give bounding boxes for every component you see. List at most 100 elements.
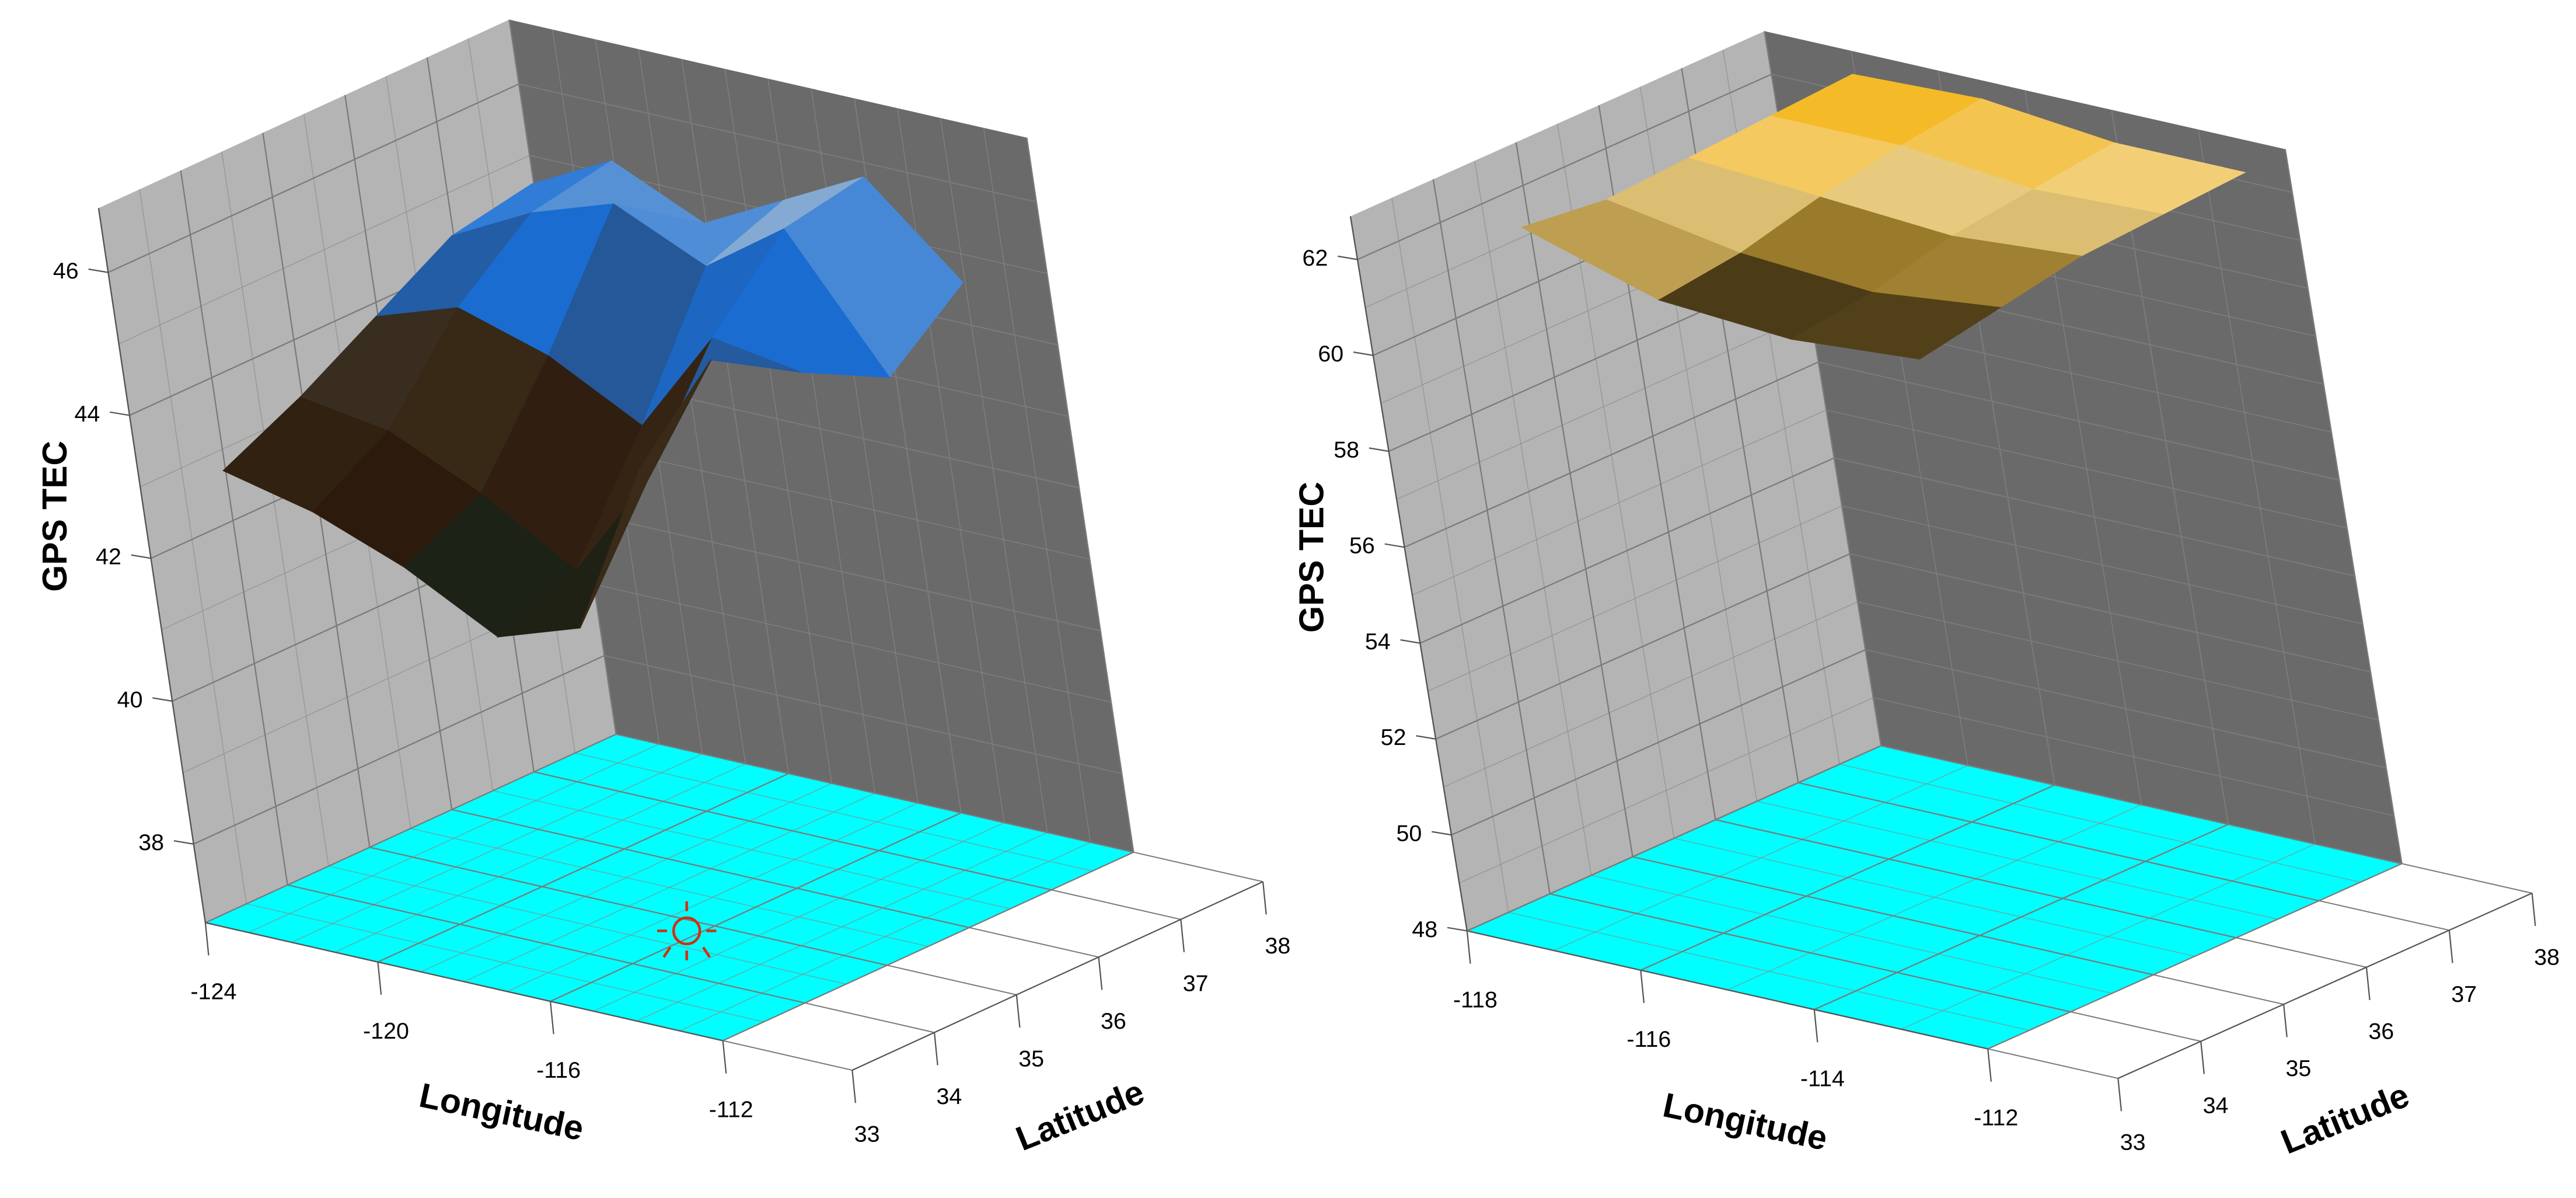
x-tick-mark (377, 962, 382, 995)
y-tick-mark (2200, 1041, 2205, 1074)
z-tick-label: 40 (117, 687, 143, 712)
z-tick-label: 44 (74, 401, 100, 427)
minor-grid-line (1857, 601, 2379, 720)
grid-line (287, 884, 805, 1004)
y-tick-label: 38 (1265, 933, 1290, 959)
y-tick-mark (2448, 930, 2453, 963)
x-tick-label: -116 (1626, 1026, 1671, 1052)
grid-line (377, 772, 789, 963)
minor-grid-line (1474, 161, 1592, 876)
minor-grid-line (897, 108, 1005, 823)
x-tick-mark (1640, 970, 1645, 1004)
y-tick-mark (2531, 893, 2536, 927)
grid-line (1632, 856, 2154, 976)
x-axis-line (1467, 930, 1988, 1050)
x-axis-title: Longitude (1660, 1086, 1831, 1158)
minor-grid-line (1757, 800, 2278, 920)
x-tick-label: -112 (1974, 1105, 2018, 1131)
grid-line (604, 654, 1122, 775)
y-tick-label: 33 (854, 1122, 880, 1147)
grid-line (451, 809, 970, 928)
y-tick-mark (1098, 957, 1103, 990)
minor-grid-line (1412, 409, 1827, 596)
grid-line (722, 851, 1134, 1042)
x-tick-mark (204, 922, 210, 956)
y-tick-mark (2402, 863, 2532, 894)
y-axis-title: Latitude (2275, 1076, 2414, 1162)
y-tick-label: 34 (936, 1084, 962, 1109)
z-tick-label: 54 (1365, 629, 1391, 654)
z-tick-label: 48 (1412, 917, 1437, 942)
y-tick-mark (2365, 967, 2371, 1001)
grid-line (1467, 745, 1882, 932)
y-tick-mark (2282, 1004, 2288, 1037)
y-tick-label: 35 (2285, 1056, 2311, 1081)
grid-line (1865, 649, 2387, 769)
minor-grid-line (767, 78, 875, 793)
minor-grid-line (575, 753, 1093, 872)
grid-line (2284, 149, 2403, 864)
y-tick-mark (1051, 889, 1181, 920)
z-tick-mark (1447, 927, 1468, 932)
x-tick-label: -114 (1800, 1065, 1845, 1091)
minor-grid-line (983, 127, 1091, 842)
grid-line (1419, 457, 1835, 644)
minor-grid-line (638, 49, 746, 764)
grid-line (1987, 863, 2403, 1050)
minor-grid-line (1459, 697, 1874, 883)
y-axis-line (2117, 892, 2533, 1079)
z-tick-mark (88, 268, 109, 273)
y-tick-mark (2070, 1011, 2201, 1042)
z-axis-line (1349, 216, 1468, 931)
surface-patch (1789, 292, 2002, 360)
grid-line (1818, 361, 2340, 481)
y-axis-title: Latitude (1011, 1072, 1150, 1158)
grid-line (550, 812, 962, 1002)
z-tick-label: 62 (1303, 245, 1328, 271)
y-tick-mark (933, 1032, 938, 1065)
minor-grid-line (410, 828, 929, 947)
y-tick-label: 35 (1018, 1046, 1044, 1072)
x-tick-label: -118 (1453, 987, 1498, 1013)
minor-grid-line (1391, 197, 1509, 913)
y-tick-label: 36 (1101, 1008, 1126, 1034)
grid-line (533, 771, 1052, 891)
y-tick-label: 37 (2451, 981, 2477, 1007)
minor-grid-line (328, 865, 846, 985)
x-tick-label: -116 (536, 1057, 581, 1083)
z-tick-mark (110, 411, 130, 416)
plot-area: -124 -120 -116 -112 33 34 35 36 37 38 38 40 42 44 46 Lo… (36, 19, 1290, 1158)
grid-line (1640, 784, 2055, 971)
minor-grid-line (1591, 875, 2113, 994)
z-tick-label: 60 (1318, 341, 1343, 367)
grid-line (369, 847, 888, 966)
plot-area: -118 -116 -114 -112 33 34 35 36 37 38 48 50 52 54 56 58… (1293, 31, 2560, 1161)
y-tick-mark (2153, 974, 2284, 1005)
grid-line (1432, 179, 1551, 894)
grid-line (1451, 649, 1866, 836)
z-tick-label: 56 (1349, 533, 1375, 559)
light-icon-circle (672, 916, 701, 946)
z-tick-mark (1416, 735, 1436, 740)
y-tick-mark (969, 927, 1099, 958)
z-tick-mark (1384, 543, 1405, 548)
z-tick-label: 46 (53, 258, 79, 284)
z-tick-label: 38 (138, 830, 164, 855)
y-tick-mark (886, 964, 1017, 995)
grid-line (1435, 553, 1851, 740)
minor-grid-line (139, 189, 247, 904)
x-tick-mark (1466, 931, 1471, 964)
y-tick-label: 37 (1183, 971, 1209, 997)
grid-line (193, 654, 605, 845)
grid-line (1715, 819, 2237, 939)
surface-patch (580, 359, 712, 628)
z-tick-mark (1400, 639, 1420, 644)
light-icon-ray (662, 946, 672, 958)
minor-grid-line (940, 118, 1048, 833)
z-tick-label: 58 (1334, 437, 1359, 462)
x-tick-mark (722, 1040, 727, 1074)
grid-line (582, 512, 1101, 632)
z-tick-label: 50 (1397, 821, 1422, 847)
y-tick-label: 34 (2203, 1092, 2229, 1118)
minor-grid-line (1443, 601, 1858, 788)
